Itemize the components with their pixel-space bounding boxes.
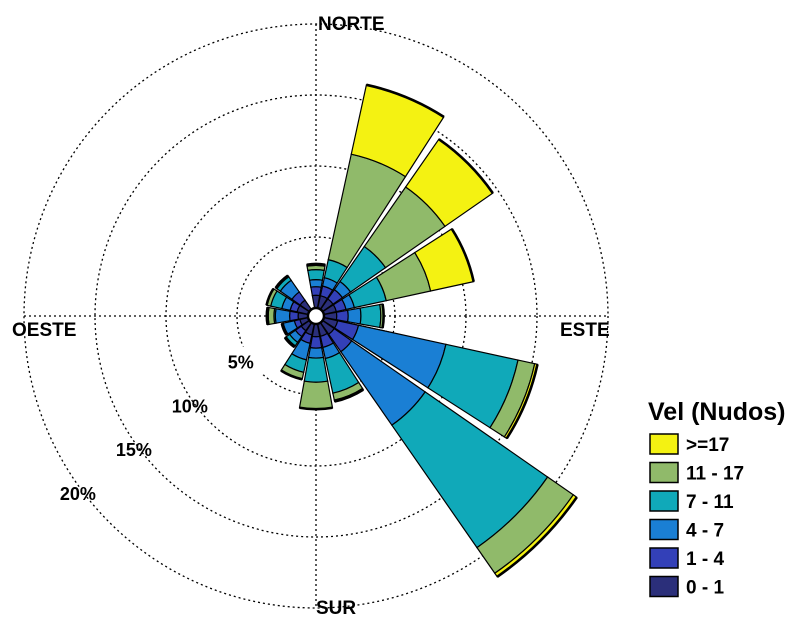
sector-w — [280, 316, 311, 336]
ring-labels: 5% 10% 15% 20% — [60, 346, 270, 504]
sector-n — [306, 262, 326, 309]
legend-label-5: 0 - 1 — [686, 578, 724, 599]
legend-swatch-1 — [649, 461, 679, 484]
bar-n-bin-1 — [310, 286, 322, 297]
bar-outline-se — [505, 364, 539, 440]
bar-outline-wnw — [265, 307, 269, 325]
legend-label-1: 11 - 17 — [686, 464, 744, 485]
legend-label-3: 4 - 7 — [686, 521, 724, 542]
compass-label-south: SUR — [316, 598, 356, 619]
legend-swatch-5 — [649, 575, 679, 598]
bar-outline-n — [306, 262, 326, 267]
sector-sw — [280, 321, 316, 381]
bar-outline-nw — [265, 287, 275, 306]
bar-ssw-bin-1 — [309, 335, 323, 349]
legend-swatch-0 — [649, 433, 679, 455]
wind-rose-bars — [265, 83, 578, 578]
bar-wnw-bin-2 — [274, 308, 291, 324]
bar-e-bin-2 — [346, 307, 362, 325]
bar-outline-ne — [438, 138, 494, 194]
sector-sse — [319, 319, 578, 578]
sector-nne — [316, 83, 445, 311]
bar-outline-wsw — [283, 336, 296, 349]
legend-label-0: >=17 — [686, 435, 729, 456]
sector-nw — [265, 287, 311, 316]
legend-swatch-4 — [649, 547, 679, 569]
bar-ssw-bin-4 — [298, 380, 334, 410]
bar-wnw-bin-1 — [288, 310, 300, 322]
compass-label-west: OESTE — [12, 320, 76, 341]
legend-label-4: 1 - 4 — [686, 549, 724, 570]
bar-n-bin-2 — [308, 279, 324, 288]
sector-ene — [321, 227, 475, 316]
bar-outline-nne — [366, 83, 445, 118]
sector-s — [316, 321, 365, 403]
calm-center — [306, 306, 326, 326]
sector-ne — [319, 138, 494, 313]
ring-label-1: 5% — [228, 353, 254, 373]
ring-label-2: 10% — [172, 396, 208, 416]
bar-outline-nnw — [274, 274, 289, 289]
legend: Vel (Nudos) >=17 11 - 17 7 - 11 4 - 7 1 - 4 0… — [648, 398, 786, 599]
compass-labels: NORTE ESTE SUR OESTE — [12, 14, 610, 619]
sector-wnw — [265, 306, 309, 326]
bar-n-bin-3 — [307, 269, 325, 281]
bar-e-bin-3 — [359, 303, 382, 329]
bar-outline-e — [381, 303, 385, 329]
sector-e — [323, 303, 385, 329]
sector-ssw — [298, 323, 334, 411]
sector-nnw — [274, 274, 313, 313]
bar-outline-ene — [450, 228, 475, 282]
bar-e-bin-1 — [335, 309, 349, 323]
compass-label-north: NORTE — [318, 14, 385, 35]
legend-title: Vel (Nudos) — [648, 398, 786, 426]
legend-swatch-3 — [649, 518, 679, 541]
legend-swatch-2 — [649, 490, 679, 512]
bar-outline-w — [280, 323, 288, 336]
ring-label-3: 15% — [116, 440, 152, 460]
bar-ssw-bin-2 — [307, 346, 325, 359]
bar-outline-ssw — [299, 406, 333, 411]
bar-outline-sse — [496, 496, 578, 578]
bar-outline-sw — [280, 369, 303, 381]
ring-label-4: 20% — [60, 484, 96, 504]
compass-label-east: ESTE — [560, 320, 610, 341]
bar-outline-s — [334, 388, 364, 403]
sector-se — [321, 316, 539, 440]
legend-label-2: 7 - 11 — [686, 492, 734, 513]
bar-ssw-bin-3 — [303, 356, 329, 383]
ring-label-bg-1 — [225, 346, 270, 375]
